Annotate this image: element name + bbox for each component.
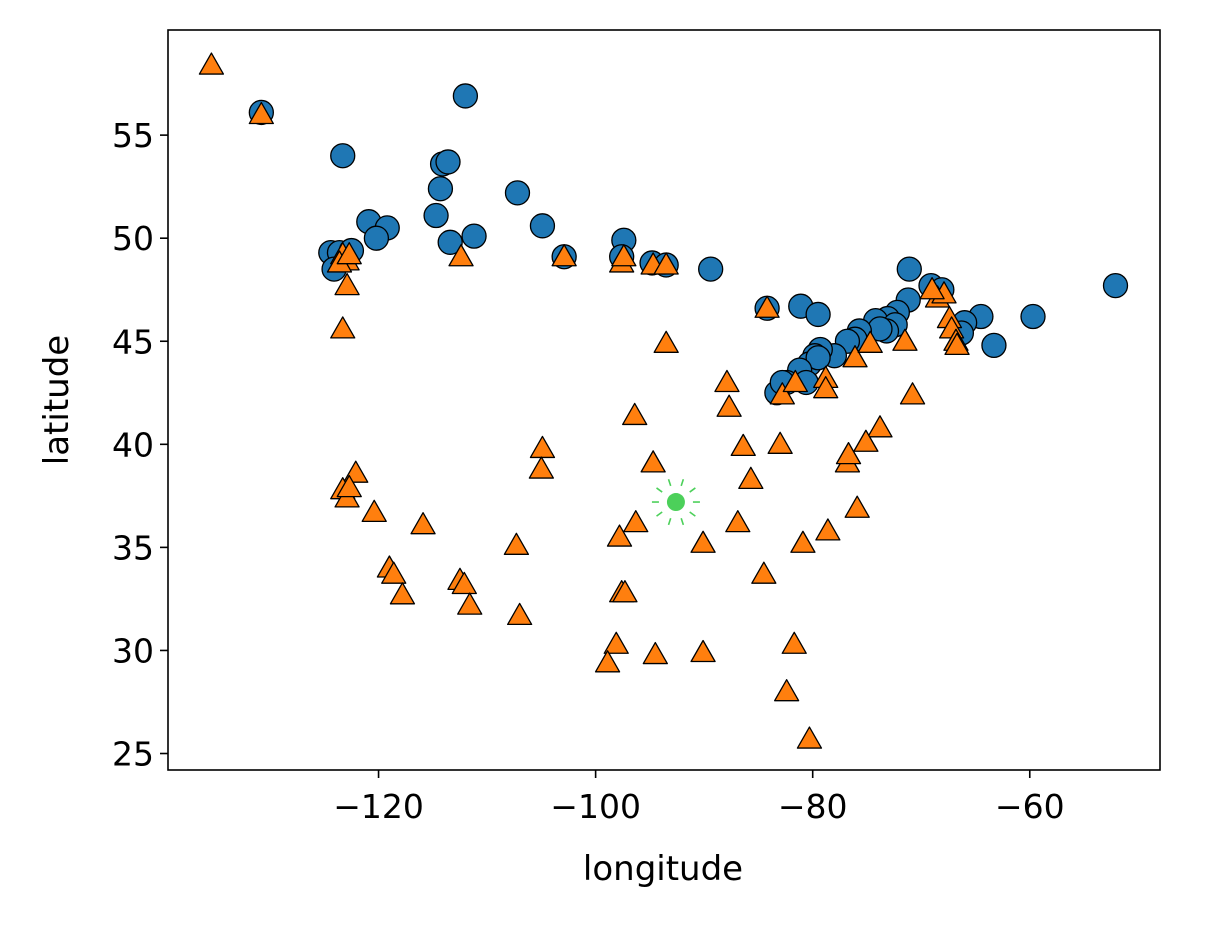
y-tick-label: 30 xyxy=(112,631,154,670)
circle-point xyxy=(805,301,831,328)
triangle-point xyxy=(716,394,742,417)
triangle-point xyxy=(653,252,679,275)
triangle-point xyxy=(410,512,436,535)
triangle-point xyxy=(730,433,756,457)
circle-point xyxy=(805,345,831,371)
triangle-point xyxy=(796,726,823,749)
triangle-point xyxy=(835,441,862,465)
circle-point xyxy=(461,223,487,249)
triangle-point xyxy=(551,244,577,267)
triangle-point xyxy=(653,330,679,353)
triangle-point xyxy=(769,382,795,405)
triangle-point xyxy=(773,679,800,702)
triangle-point xyxy=(919,277,945,300)
circle-point xyxy=(698,256,724,282)
y-tick-label: 55 xyxy=(112,116,154,155)
triangle-point xyxy=(612,580,638,603)
circle-point xyxy=(1102,272,1129,299)
x-tick-label: −80 xyxy=(778,787,848,826)
circle-point xyxy=(981,332,1007,359)
y-tick-label: 25 xyxy=(112,735,154,774)
x-axis-label: longitude xyxy=(583,849,743,889)
circle-point xyxy=(435,149,461,175)
triangle-point xyxy=(690,639,716,663)
y-tick-label: 45 xyxy=(112,322,154,361)
triangle-point xyxy=(248,101,274,125)
triangle-point xyxy=(381,561,407,584)
circle-point xyxy=(330,143,356,169)
triangle-point xyxy=(853,429,879,452)
triangle-point xyxy=(198,52,225,75)
triangle-point xyxy=(603,631,629,654)
triangle-point xyxy=(714,369,740,393)
triangle-point xyxy=(790,530,816,553)
triangle-point xyxy=(611,244,637,267)
circle-point xyxy=(896,256,922,282)
triangle-point xyxy=(528,456,555,479)
triangle-point xyxy=(361,499,387,522)
circle-point xyxy=(452,83,479,109)
circle-point xyxy=(504,180,531,206)
triangle-point xyxy=(813,376,839,399)
triangle-point xyxy=(892,328,918,351)
triangle-point xyxy=(842,345,868,368)
circle-point xyxy=(1020,303,1046,330)
triangle-point xyxy=(690,530,716,553)
circle-point xyxy=(437,229,463,255)
triangle-point xyxy=(751,561,777,584)
triangle-point xyxy=(899,382,926,405)
plot-frame xyxy=(167,29,1161,771)
y-tick-label: 50 xyxy=(112,219,154,258)
triangle-point xyxy=(767,431,793,454)
triangle-point xyxy=(857,330,883,353)
triangle-point xyxy=(781,631,807,654)
triangle-point xyxy=(330,316,356,339)
triangle-point xyxy=(622,402,648,426)
triangle-point xyxy=(334,272,360,296)
triangle-point xyxy=(623,509,649,533)
triangle-point xyxy=(336,474,362,498)
triangle-point xyxy=(844,495,870,518)
plot-marks xyxy=(198,52,1129,749)
triangle-point xyxy=(754,295,780,318)
y-axis: 25 30 35 40 45 50 55 xyxy=(112,116,168,774)
triangle-point xyxy=(389,582,416,605)
triangle-point xyxy=(738,466,764,490)
triangle-point xyxy=(594,650,621,673)
circle-point xyxy=(529,213,556,239)
circle-point xyxy=(363,225,390,251)
triangle-point xyxy=(725,509,751,533)
cursor-highlight-icon xyxy=(651,478,700,526)
triangle-point xyxy=(642,641,668,665)
triangle-point xyxy=(503,532,530,555)
y-tick-label: 35 xyxy=(112,528,154,567)
triangle-point xyxy=(640,450,666,473)
y-axis-label: latitude xyxy=(37,335,77,465)
triangle-point xyxy=(782,369,808,393)
triangle-point xyxy=(867,415,893,438)
circle-point xyxy=(423,202,449,229)
x-axis: −120 −100 −80 −60 xyxy=(333,770,1065,826)
x-tick-label: −120 xyxy=(333,787,424,826)
y-tick-label: 40 xyxy=(112,425,154,464)
triangle-point xyxy=(815,518,841,541)
triangle-point xyxy=(529,435,556,459)
triangle-point xyxy=(944,332,970,356)
circle-point xyxy=(427,176,454,202)
x-tick-label: −60 xyxy=(995,787,1065,826)
x-tick-label: −100 xyxy=(550,787,641,826)
triangle-point xyxy=(506,602,533,626)
triangle-point xyxy=(448,244,474,267)
triangle-point xyxy=(457,592,483,615)
triangle-point xyxy=(451,571,477,595)
triangle-point xyxy=(606,524,633,547)
triangle-point xyxy=(336,242,362,265)
